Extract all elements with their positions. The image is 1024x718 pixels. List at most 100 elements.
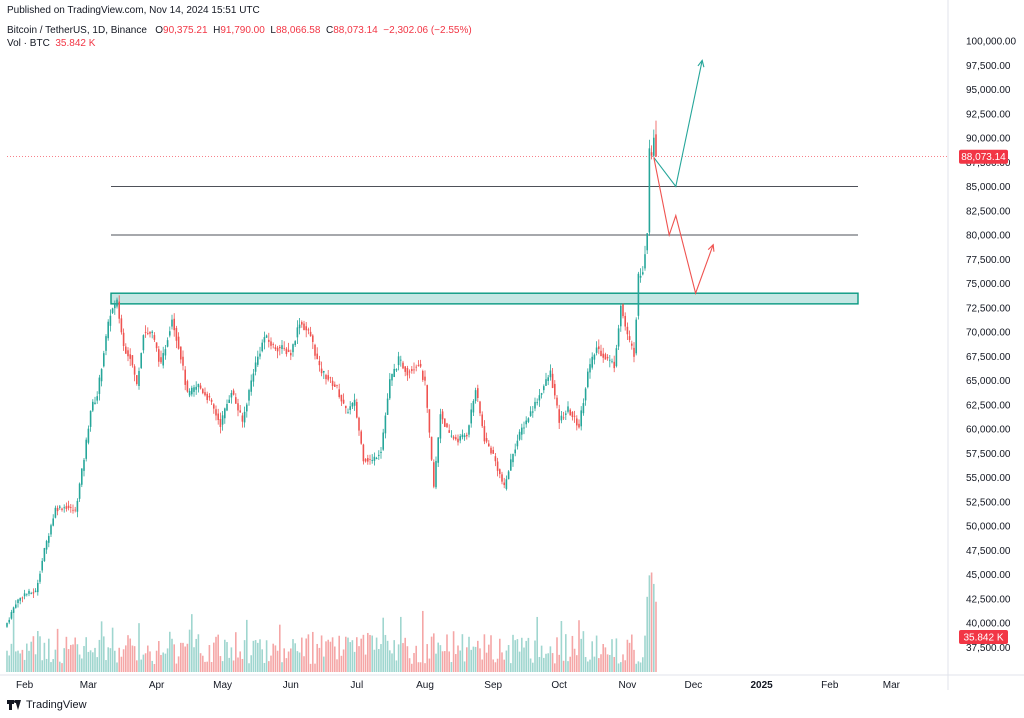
- volume-bar: [65, 636, 68, 672]
- candle-body: [92, 401, 94, 411]
- volume-bar: [268, 661, 270, 672]
- candle-body: [327, 375, 329, 380]
- volume-bar: [373, 649, 376, 672]
- candle-body: [600, 350, 602, 357]
- last-price-tag: 88,073.14: [961, 152, 1006, 163]
- volume-bar: [591, 641, 593, 672]
- candle-body: [565, 413, 567, 415]
- price-axis[interactable]: 100,000.00 97,500.00 95,000.00 92,500.00 90,…: [966, 37, 1016, 654]
- volume-bar: [74, 637, 76, 672]
- candle-body: [470, 409, 472, 424]
- candle-body: [622, 304, 624, 317]
- candle-body: [437, 437, 439, 463]
- candle-body: [617, 328, 620, 347]
- candle-body: [373, 456, 376, 461]
- candle-body: [615, 348, 618, 367]
- volume-bar: [642, 657, 644, 672]
- price-tick-label: 42,500.00: [966, 594, 1011, 605]
- candle-body: [270, 341, 272, 346]
- candle-body: [422, 370, 424, 380]
- volume-bar: [593, 656, 596, 672]
- volume-bar: [98, 639, 101, 672]
- volume-bar: [329, 641, 332, 672]
- volume-bar: [287, 651, 290, 672]
- candle-body: [653, 137, 655, 156]
- candle-body: [21, 597, 24, 599]
- volume-bar: [43, 642, 46, 672]
- candle-body: [312, 335, 314, 342]
- candle-body: [314, 344, 316, 356]
- volume-bar: [193, 647, 195, 672]
- candle-body: [609, 359, 611, 361]
- candle-body: [457, 438, 459, 443]
- volume-bar: [241, 658, 244, 672]
- volume-bar: [281, 662, 283, 672]
- candle-body: [408, 371, 411, 373]
- volume-bar: [556, 637, 558, 672]
- time-axis[interactable]: Feb Mar Apr May Jun Jul Aug Sep Oct Nov Dec 2025 Feb…: [16, 680, 901, 691]
- volume-bar: [384, 634, 387, 672]
- volume-bar: [375, 637, 378, 672]
- resistance-zone: [110, 292, 859, 305]
- candle-body: [173, 318, 175, 331]
- volume-bar: [437, 642, 439, 672]
- volume-bar: [430, 636, 433, 672]
- volume-bar: [573, 648, 576, 672]
- volume-bar: [331, 637, 334, 672]
- volume-bar: [433, 633, 435, 672]
- volume-bar: [8, 655, 10, 672]
- candle-body: [48, 535, 50, 543]
- volume-bar: [180, 642, 182, 672]
- volume-bar: [263, 662, 266, 672]
- volume-bar: [246, 619, 248, 672]
- candle-body: [43, 548, 46, 562]
- candle-body: [364, 458, 367, 462]
- footer-brand: TradingView: [26, 699, 87, 711]
- volume-bar: [312, 631, 314, 672]
- candle-body: [147, 333, 149, 334]
- volume-bar: [52, 659, 54, 672]
- volume-bar: [107, 647, 109, 672]
- candle-body: [265, 335, 268, 338]
- volume-bar: [578, 620, 580, 672]
- volume-bar: [175, 663, 178, 672]
- candle-body: [149, 331, 151, 334]
- volume-bar: [232, 660, 235, 672]
- candle-body: [87, 428, 90, 443]
- candle-body: [648, 148, 651, 233]
- volume-bar: [173, 644, 175, 672]
- volume-bar: [30, 641, 32, 672]
- volume-bar: [499, 638, 501, 672]
- candle-body: [8, 619, 10, 623]
- candle-body: [492, 449, 494, 454]
- published-info: Published on TradingView.com, Nov 14, 20…: [7, 5, 260, 16]
- candle-body: [516, 440, 519, 447]
- candle-body: [430, 436, 433, 460]
- candle-body: [540, 393, 543, 395]
- candle-body: [164, 349, 167, 356]
- candle-body: [204, 392, 206, 396]
- volume-bar: [305, 638, 307, 672]
- volume-bar: [224, 639, 226, 672]
- candle-body: [259, 353, 261, 357]
- candle-body: [182, 356, 184, 366]
- candle-body: [276, 347, 279, 352]
- volume-bar: [483, 634, 486, 672]
- volume-bar: [540, 645, 543, 672]
- candle-body: [382, 432, 384, 450]
- volume-bar: [446, 634, 448, 672]
- candle-body: [417, 365, 420, 367]
- volume-bar: [162, 652, 164, 672]
- candle-body: [483, 426, 486, 442]
- candle-body: [556, 397, 558, 406]
- volume-bar: [349, 642, 351, 672]
- candle-body: [551, 373, 554, 388]
- candle-body: [336, 385, 338, 386]
- volume-bar: [17, 650, 19, 672]
- candle-body: [81, 468, 83, 485]
- volume-bar: [226, 642, 228, 672]
- candle-body: [532, 411, 534, 413]
- volume-bar: [602, 644, 604, 672]
- volume-bar: [426, 644, 428, 672]
